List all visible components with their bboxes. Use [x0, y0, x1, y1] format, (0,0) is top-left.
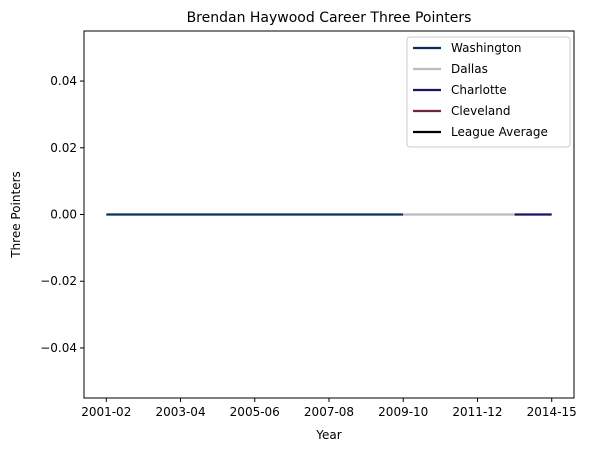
legend-label-washington: Washington: [451, 41, 522, 55]
x-tick-label: 2005-06: [230, 405, 280, 419]
y-tick-label: 0.00: [50, 208, 77, 222]
y-tick-label: 0.02: [50, 141, 77, 155]
x-tick-label: 2011-12: [452, 405, 502, 419]
legend-label-league-average: League Average: [451, 125, 548, 139]
x-tick-label: 2003-04: [155, 405, 205, 419]
y-tick-label: −0.02: [40, 274, 77, 288]
y-axis-title: Three Pointers: [9, 171, 23, 259]
x-axis-title: Year: [315, 428, 341, 442]
y-axis: −0.04 −0.02 0.00 0.02 0.04: [40, 74, 84, 355]
x-tick-label: 2007-08: [304, 405, 354, 419]
y-tick-label: −0.04: [40, 341, 77, 355]
legend-label-dallas: Dallas: [451, 62, 488, 76]
x-tick-label: 2001-02: [81, 405, 131, 419]
x-tick-label: 2014-15: [527, 405, 577, 419]
legend: Washington Dallas Charlotte Cleveland League…: [406, 36, 571, 148]
legend-label-cleveland: Cleveland: [451, 104, 511, 118]
x-tick-label: 2009-10: [378, 405, 428, 419]
x-axis: 2001-02 2003-04 2005-06 2007-08 2009-10 2011-…: [81, 398, 577, 419]
y-tick-label: 0.04: [50, 74, 77, 88]
legend-box: [406, 36, 571, 148]
legend-label-charlotte: Charlotte: [451, 83, 507, 97]
chart-title: Brendan Haywood Career Three Pointers: [187, 10, 472, 26]
